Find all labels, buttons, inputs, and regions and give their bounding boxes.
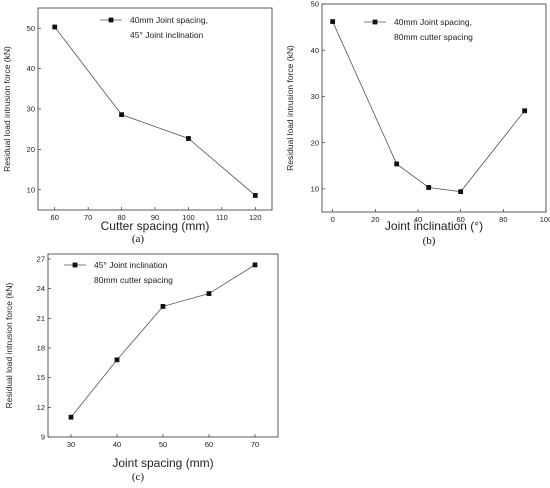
chart-b: 0 20 40 60 80 100 10 20 30 40 50 Joint inclination … xyxy=(285,0,550,247)
y-axis-label: Residual load intrusion force (kN) xyxy=(4,283,14,409)
x-tick-label: 30 xyxy=(67,440,75,449)
y-tick-label: 27 xyxy=(37,255,45,264)
legend-label: 40mm Joint spacing, xyxy=(394,17,472,27)
legend-label: 40mm Joint spacing, xyxy=(130,15,208,25)
x-tick-label: 60 xyxy=(456,215,464,224)
y-tick-label: 50 xyxy=(27,24,35,33)
data-point xyxy=(252,262,258,268)
legend-marker xyxy=(108,17,114,23)
y-tick-label: 30 xyxy=(311,92,319,101)
y-tick-label: 18 xyxy=(37,344,45,353)
data-point xyxy=(206,291,212,296)
x-tick-label: 0 xyxy=(331,215,335,224)
data-point xyxy=(68,414,74,420)
y-tick-label: 24 xyxy=(37,284,45,293)
x-axis-label: Joint inclination (°) xyxy=(385,219,483,233)
legend-label: 80mm cutter spacing xyxy=(94,275,173,285)
y-tick-label: 40 xyxy=(27,64,35,73)
series-line xyxy=(70,264,256,418)
data-point xyxy=(119,112,124,118)
series-line xyxy=(332,21,525,193)
chart-a: 60 70 80 90 100 110 120 10 20 30 40 50 Cutter spacin… xyxy=(2,7,273,245)
x-axis-label: Cutter spacing (mm) xyxy=(101,219,210,233)
x-tick-label: 80 xyxy=(499,215,507,224)
x-tick-label: 90 xyxy=(151,213,159,222)
y-tick-label: 15 xyxy=(37,373,45,382)
x-tick-label: 40 xyxy=(113,440,121,449)
x-tick-label: 70 xyxy=(251,440,259,449)
y-tick-label: 20 xyxy=(311,138,319,147)
y-axis-label: Residual load intrusion force (kN) xyxy=(2,46,12,172)
x-tick-label: 20 xyxy=(371,215,379,224)
x-axis-label: Joint spacing (mm) xyxy=(112,456,213,470)
y-tick-label: 10 xyxy=(311,184,319,193)
data-point xyxy=(522,108,528,114)
legend-label: 45° Joint inclination xyxy=(130,30,204,40)
legend-label: 80mm cutter spacing xyxy=(394,32,473,42)
figure-caption: (a) xyxy=(132,233,145,245)
x-tick-label: 70 xyxy=(84,213,92,222)
y-tick-label: 20 xyxy=(27,145,35,154)
series-line xyxy=(54,26,256,196)
legend-marker xyxy=(372,19,378,25)
x-tick-label: 50 xyxy=(159,440,167,449)
y-tick-label: 30 xyxy=(27,105,35,114)
plot-frame xyxy=(321,3,547,213)
y-tick-label: 21 xyxy=(37,314,45,323)
figure-caption: (b) xyxy=(423,235,436,247)
x-tick-label: 110 xyxy=(216,213,228,222)
data-point xyxy=(458,189,464,195)
x-tick-label: 80 xyxy=(117,213,125,222)
legend-marker xyxy=(72,262,78,268)
y-tick-label: 40 xyxy=(311,46,319,55)
y-tick-label: 50 xyxy=(311,0,319,9)
data-point xyxy=(160,304,166,309)
y-tick-label: 12 xyxy=(37,403,45,412)
y-tick-label: 10 xyxy=(27,185,35,194)
data-point xyxy=(52,24,58,30)
data-point xyxy=(114,357,120,363)
x-tick-label: 60 xyxy=(51,213,59,222)
legend-label: 45° Joint inclination xyxy=(94,260,168,270)
y-tick-label: 9 xyxy=(41,433,45,442)
x-tick-label: 60 xyxy=(205,440,213,449)
chart-c: 30 40 50 60 70 9 12 15 18 21 24 27 Joint spacing (mm… xyxy=(4,253,279,483)
data-point xyxy=(426,185,432,190)
data-point xyxy=(186,136,191,141)
data-point xyxy=(394,161,400,167)
y-axis-label: Residual load intrusion force (kN) xyxy=(285,45,295,171)
x-tick-label: 100 xyxy=(182,213,195,222)
x-tick-label: 40 xyxy=(414,215,422,224)
x-tick-label: 100 xyxy=(540,215,550,224)
data-point xyxy=(330,19,336,24)
data-point xyxy=(252,193,258,198)
figure-caption: (c) xyxy=(132,471,145,483)
x-tick-label: 120 xyxy=(249,213,262,222)
